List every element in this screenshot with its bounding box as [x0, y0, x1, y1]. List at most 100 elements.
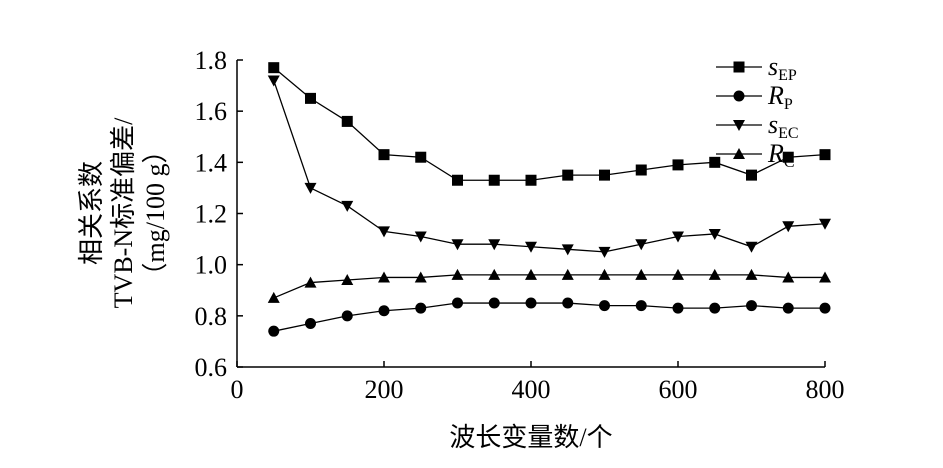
legend-label-sEP: sEP: [768, 52, 797, 84]
data-point-RC: [598, 268, 611, 280]
data-point-sEC: [525, 241, 537, 253]
series-RP: [268, 297, 831, 337]
data-point-sEC: [451, 239, 464, 251]
data-point-sEC: [782, 221, 795, 233]
y-tick-label: 1.0: [195, 251, 228, 280]
data-point-RP: [599, 300, 610, 312]
data-point-RP: [378, 305, 390, 317]
data-point-RC: [341, 274, 354, 286]
data-point-RC: [561, 268, 574, 280]
y-tick-label: 0.6: [195, 353, 228, 382]
data-point-sEP: [341, 115, 353, 127]
legend-label-RP: RP: [767, 81, 793, 113]
data-point-sEC: [488, 239, 501, 251]
x-tick-label: 800: [806, 375, 845, 404]
legend-marker-RC: [733, 148, 745, 159]
data-point-sEP: [819, 149, 831, 161]
y-tick-label: 1.4: [195, 148, 228, 177]
legend-marker-RP: [733, 90, 745, 102]
series-RC: [267, 268, 831, 303]
data-point-RC: [745, 268, 758, 280]
data-point-sEP: [562, 169, 574, 181]
data-point-sEP: [746, 169, 757, 181]
data-point-sEP: [452, 174, 463, 186]
data-point-RP: [746, 300, 757, 312]
data-point-RP: [525, 297, 537, 309]
series-line-sEP: [273, 67, 826, 181]
data-point-sEC: [672, 231, 684, 243]
data-point-RP: [341, 310, 353, 322]
data-point-sEP: [635, 164, 647, 176]
data-point-sEP: [268, 62, 280, 74]
data-point-RP: [305, 318, 316, 330]
x-tick-label: 400: [512, 375, 551, 404]
ticks: 0.6 0.8 1.0 1.2 1.4 1.6 1.8 0 200 400 600 800: [195, 46, 845, 404]
legend-item-RC: RC: [716, 139, 795, 171]
x-tick-label: 200: [365, 375, 404, 404]
data-point-sEP: [672, 159, 684, 171]
data-point-sEC: [341, 200, 354, 212]
data-point-RC: [304, 276, 317, 288]
y-tick-label: 0.8: [195, 302, 228, 331]
legend-item-sEP: sEP: [716, 52, 797, 84]
data-point-RP: [782, 302, 794, 314]
data-point-sEC: [267, 75, 280, 87]
data-point-RP: [672, 302, 684, 314]
data-point-sEC: [598, 246, 611, 258]
legend-marker-sEC: [733, 120, 745, 131]
data-point-sEC: [745, 241, 758, 253]
data-point-sEP: [305, 92, 316, 104]
data-point-RC: [451, 268, 464, 280]
data-point-sEP: [415, 151, 427, 163]
data-point-RC: [672, 268, 684, 280]
data-point-sEC: [708, 228, 721, 240]
data-point-sEP: [378, 149, 390, 161]
data-point-sEC: [561, 244, 574, 256]
data-point-RC: [488, 268, 501, 280]
data-point-RP: [488, 297, 500, 309]
series-line-RP: [273, 302, 825, 332]
data-point-RC: [782, 271, 795, 283]
data-point-RC: [525, 268, 537, 280]
data-point-RC: [635, 268, 648, 280]
series-sEP: [268, 62, 831, 186]
data-point-RC: [819, 271, 831, 283]
y-tick-label: 1.2: [195, 200, 228, 229]
data-point-sEP: [599, 169, 610, 181]
series-line-RC: [273, 274, 825, 299]
y-tick-label: 1.6: [195, 97, 228, 126]
series-sEC: [267, 75, 831, 258]
data-point-sEC: [414, 231, 427, 243]
x-axis-title: 波长变量数/个: [449, 423, 612, 452]
y-axis-title-line-3: （mg/100 g）: [141, 138, 170, 289]
data-point-RP: [452, 297, 463, 309]
y-axis-title-line-2: TVB-N标准偏差/: [109, 117, 138, 308]
legend-marker-sEP: [733, 61, 745, 73]
x-tick-label: 0: [231, 375, 244, 404]
data-point-sEP: [488, 174, 500, 186]
y-axis-title: 相关系数 TVB-N标准偏差/ （mg/100 g）: [77, 117, 170, 308]
data-point-sEP: [709, 156, 721, 168]
series-line-sEC: [273, 80, 826, 253]
data-point-RP: [268, 325, 280, 337]
data-point-RC: [267, 291, 280, 303]
legend-item-sEC: sEC: [716, 110, 799, 142]
legend-label-sEC: sEC: [768, 110, 799, 142]
legend-label-RC: RC: [767, 139, 795, 171]
series-layer: [267, 62, 831, 337]
data-point-sEC: [378, 226, 390, 238]
data-point-sEC: [304, 182, 317, 194]
data-point-RP: [415, 302, 427, 314]
data-point-RP: [635, 300, 647, 312]
y-tick-label: 1.8: [195, 46, 228, 75]
y-axis-title-line-1: 相关系数: [77, 161, 106, 265]
data-point-RC: [378, 271, 390, 283]
data-point-sEP: [525, 174, 537, 186]
legend-item-RP: RP: [716, 81, 793, 113]
data-point-sEC: [819, 218, 831, 230]
data-point-sEC: [635, 239, 648, 251]
x-tick-label: 600: [659, 375, 698, 404]
data-point-RC: [414, 271, 427, 283]
